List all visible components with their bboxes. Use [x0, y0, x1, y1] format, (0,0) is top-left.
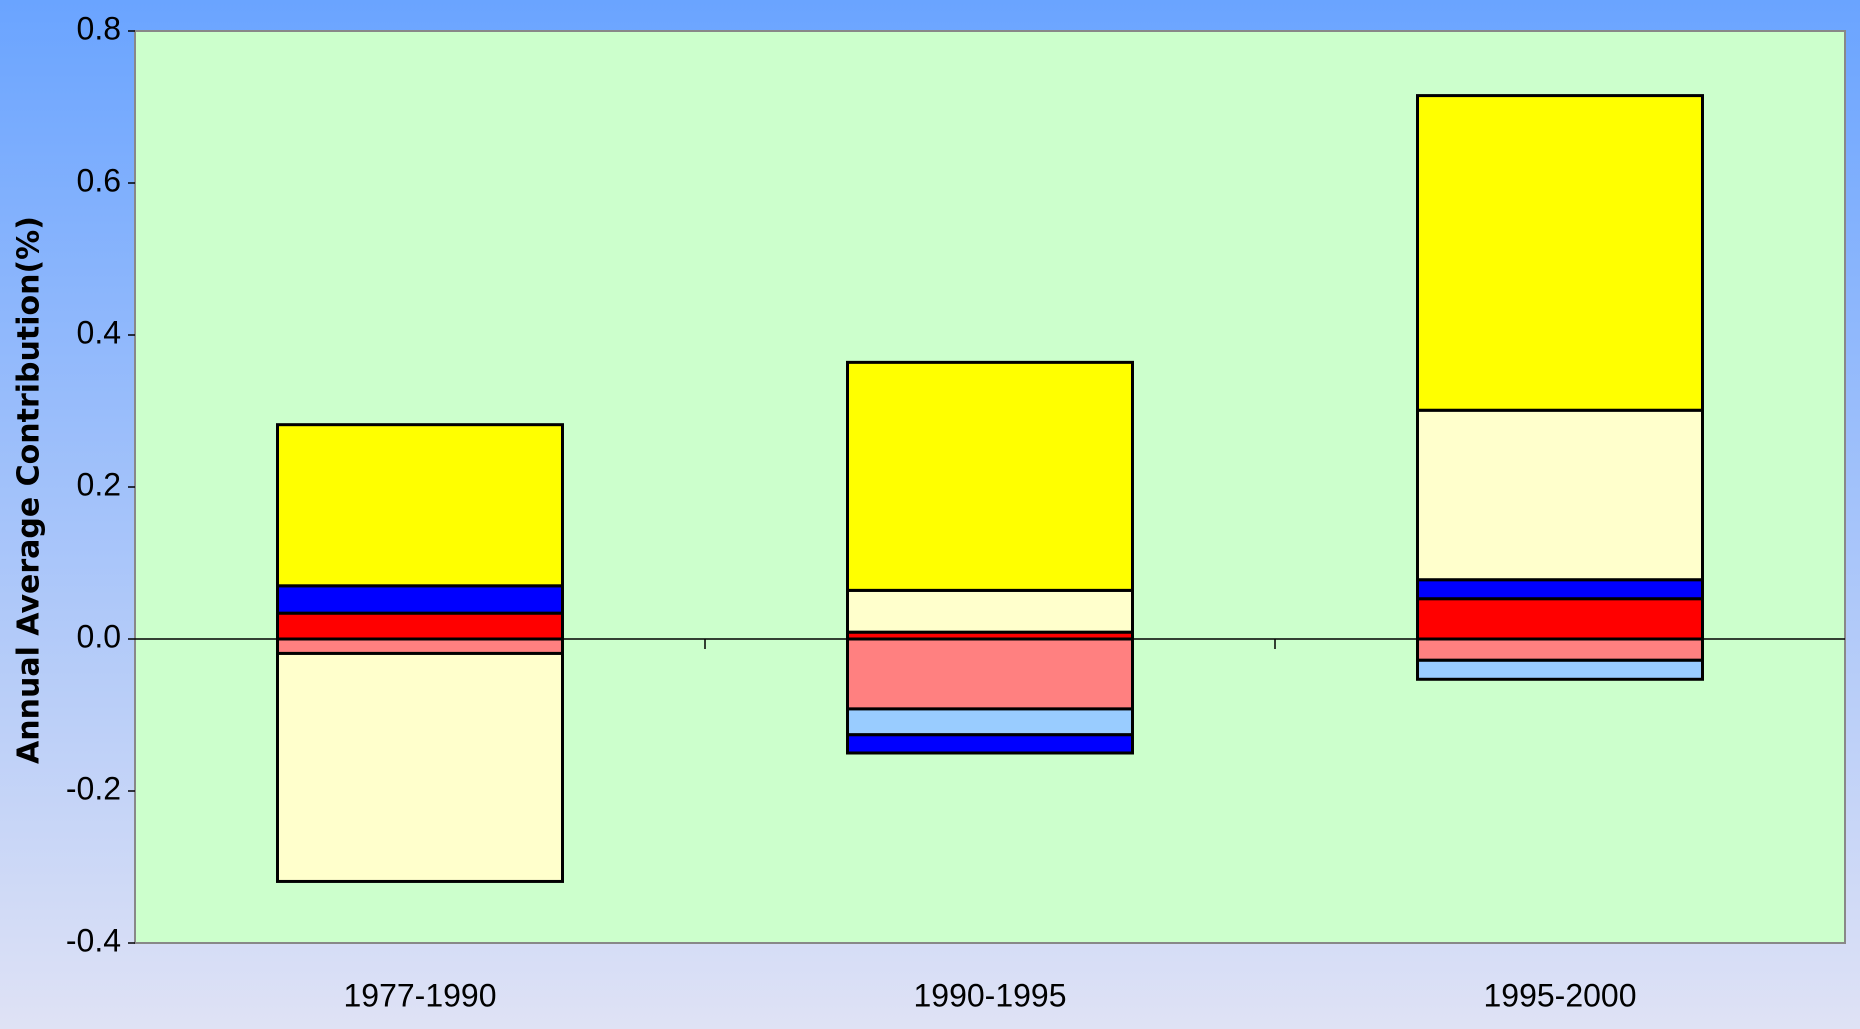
bar-segment: [846, 588, 1134, 634]
bar-segment: [1416, 408, 1704, 582]
y-tick-label: 0.6: [77, 162, 121, 198]
bar-segment: [276, 611, 564, 641]
bar-segment: [846, 360, 1134, 592]
bar-segment: [1416, 578, 1704, 601]
y-tick-label: 0.2: [77, 466, 121, 502]
bar-segment: [1416, 94, 1704, 412]
y-tick-label: -0.2: [66, 770, 121, 806]
bar-segment: [846, 733, 1134, 755]
bar-segment: [846, 707, 1134, 737]
bar-segment: [1416, 658, 1704, 681]
x-tick-label: 1977-1990: [343, 977, 496, 1013]
y-tick-label: 0.8: [77, 10, 121, 46]
x-tick-label: 1990-1995: [913, 977, 1066, 1013]
y-axis-label: Annual Average Contribution(%): [12, 216, 47, 764]
y-tick-label: 0.0: [77, 618, 121, 654]
bar-segment: [276, 423, 564, 588]
bar-segment: [1416, 597, 1704, 641]
bar-segment: [276, 651, 564, 883]
x-tick-label: 1995-2000: [1483, 977, 1636, 1013]
bar-segment: [276, 584, 564, 615]
y-tick-label: -0.4: [66, 922, 121, 958]
bar-segment: [1416, 637, 1704, 662]
y-tick-label: 0.4: [77, 314, 121, 350]
bar-segment: [276, 637, 564, 655]
bar-segment: [846, 637, 1134, 711]
